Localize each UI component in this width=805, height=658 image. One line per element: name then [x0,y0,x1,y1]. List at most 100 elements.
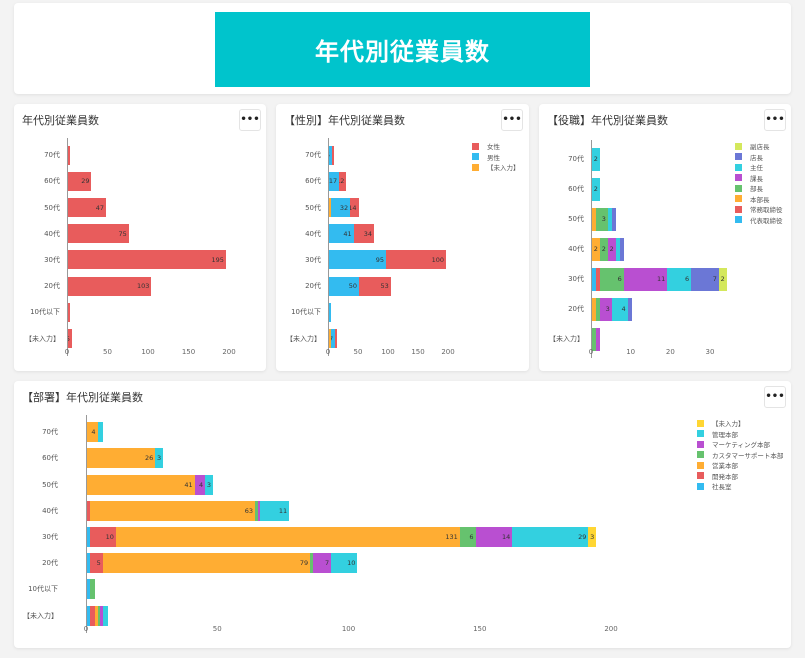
bar-row[interactable]: 5 [329,145,334,165]
bar-row[interactable]: 29 [68,171,92,191]
bar-segment[interactable]: 29 [512,526,589,547]
bar-segment[interactable] [329,302,331,322]
bar-segment[interactable] [94,605,98,626]
bar-segment[interactable]: 2 [718,267,727,291]
legend-item[interactable]: 社長室 [697,481,783,492]
bar-segment[interactable]: 41 [87,474,195,495]
bar-segment[interactable]: 3 [155,448,164,469]
bar-row[interactable]: 103 [68,276,152,296]
bar-row[interactable]: 4 [87,422,103,443]
bar-segment[interactable]: 195 [68,250,226,270]
bar-segment[interactable]: 26 [87,448,156,469]
bar-segment[interactable] [329,329,331,348]
bar-segment[interactable] [102,605,108,626]
bar-segment[interactable]: 2 [592,147,600,171]
bar-segment[interactable]: 14 [350,198,359,217]
bar-segment[interactable] [87,500,90,521]
legend-item[interactable]: 女性 [472,141,520,152]
bar-segment[interactable]: 41 [329,224,354,244]
more-options-button[interactable]: ••• [501,109,523,131]
legend-item[interactable]: 男性 [472,152,520,163]
bar-segment[interactable] [87,526,90,547]
bar-segment[interactable] [595,297,600,321]
bar-row[interactable]: 10 131 6 14 29 3 [87,526,597,547]
bar-segment[interactable]: 95 [329,250,386,270]
bar-segment[interactable] [257,500,261,521]
bar-row[interactable]: 195 [68,250,226,270]
legend-item[interactable]: 常務取締役 [735,204,783,215]
more-options-button[interactable]: ••• [764,109,786,131]
bar-segment[interactable]: 7 [691,267,719,291]
bar-segment[interactable]: 6 [459,526,476,547]
legend-item[interactable]: 課長 [735,173,783,184]
legend-item[interactable]: 営業本部 [697,460,783,471]
legend-item[interactable]: マーケティング本部 [697,439,783,450]
bar-segment[interactable]: 6 [667,267,692,291]
bar-row[interactable]: 5 [68,329,73,348]
bar-segment[interactable]: 4 [87,422,98,443]
bar-segment[interactable]: 7 [312,553,332,574]
bar-row[interactable]: 47 [68,198,107,217]
legend-item[interactable]: 代表取締役 [735,215,783,226]
bar-segment[interactable] [255,500,258,521]
legend-item[interactable]: 【未入力】 [472,162,520,173]
bar-segment[interactable] [615,237,620,261]
bar-row[interactable] [68,302,70,322]
bar-segment[interactable]: 75 [68,224,129,244]
bar-segment[interactable]: 7 [331,329,336,348]
bar-row[interactable] [87,579,95,600]
bar-row[interactable] [68,145,71,165]
bar-segment[interactable]: 17 [329,171,340,191]
bar-row[interactable] [87,605,108,626]
bar-segment[interactable] [627,297,632,321]
bar-row[interactable]: 3 [592,207,616,231]
bar-segment[interactable] [607,207,612,231]
bar-row[interactable]: 32 14 [329,198,359,217]
bar-segment[interactable] [87,605,90,626]
bar-segment[interactable] [611,207,616,231]
bar-segment[interactable]: 3 [588,526,597,547]
bar-segment[interactable]: 5 [329,145,332,165]
bar-segment[interactable] [87,579,90,600]
bar-segment[interactable]: 63 [89,500,255,521]
legend-item[interactable]: 本部長 [735,194,783,205]
bar-segment[interactable]: 2 [592,177,600,201]
bar-segment[interactable] [592,267,596,291]
bar-segment[interactable]: 4 [194,474,206,495]
bar-segment[interactable]: 10 [331,553,358,574]
bar-segment[interactable] [619,237,624,261]
bar-segment[interactable]: 11 [260,500,290,521]
bar-row[interactable] [592,327,600,351]
bar-segment[interactable] [592,327,596,351]
bar-segment[interactable]: 5 [89,553,103,574]
bar-segment[interactable]: 53 [359,276,391,296]
bar-segment[interactable] [87,553,90,574]
bar-segment[interactable]: 12 [339,171,347,191]
legend-item[interactable]: 主任 [735,162,783,173]
bar-row[interactable]: 95 100 [329,250,446,270]
bar-row[interactable]: 26 3 [87,448,164,469]
bar-segment[interactable] [89,579,95,600]
bar-segment[interactable] [97,605,101,626]
bar-segment[interactable]: 32 [331,198,351,217]
bar-segment[interactable] [97,422,103,443]
bar-segment[interactable]: 10 [89,526,116,547]
bar-segment[interactable] [100,605,103,626]
bar-row[interactable]: 75 [68,224,129,244]
legend-item[interactable]: 開発本部 [697,471,783,482]
bar-segment[interactable] [335,329,338,348]
bar-segment[interactable]: 3 [595,207,608,231]
bar-segment[interactable] [592,297,596,321]
bar-segment[interactable]: 2 [607,237,616,261]
bar-segment[interactable]: 47 [68,198,107,217]
bar-segment[interactable]: 14 [475,526,513,547]
bar-row[interactable]: 2 [592,147,600,171]
bar-segment[interactable]: 79 [102,553,311,574]
bar-row[interactable]: 2 [592,177,600,201]
legend-item[interactable]: 【未入力】 [697,418,783,429]
bar-segment[interactable]: 3 [205,474,213,495]
legend-item[interactable]: 副店長 [735,141,783,152]
bar-row[interactable]: 5 79 7 10 [87,553,358,574]
legend-item[interactable]: 店長 [735,152,783,163]
